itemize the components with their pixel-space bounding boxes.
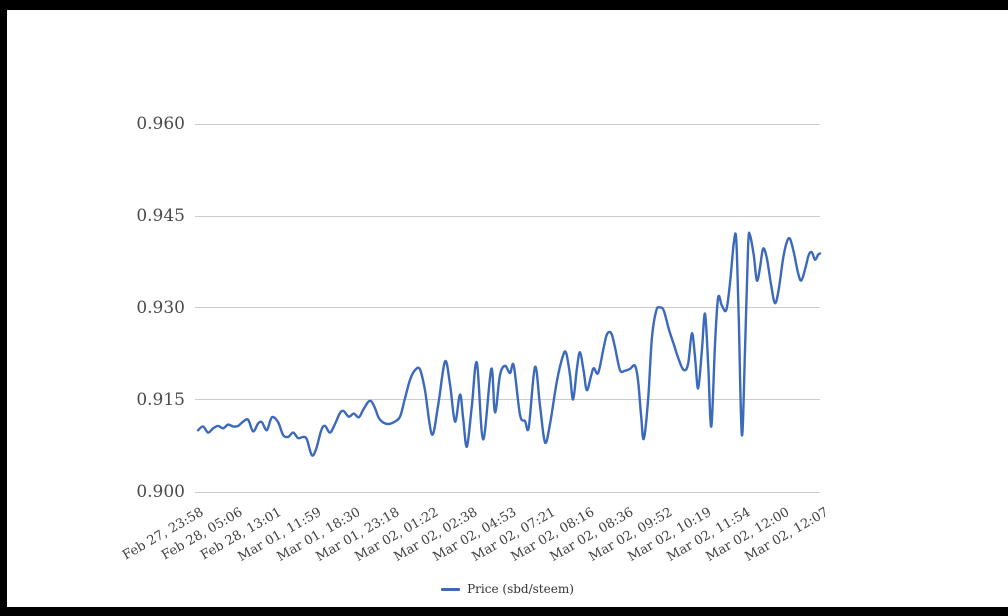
frame-top-bar <box>0 0 1008 10</box>
legend: Price (sbd/steem) <box>195 581 820 597</box>
y-tick-label: 0.930 <box>136 297 185 318</box>
legend-line-swatch <box>441 587 461 591</box>
y-tick-label: 0.945 <box>136 205 185 226</box>
price-line-series <box>196 231 822 457</box>
y-tick-label: 0.900 <box>136 481 185 502</box>
legend-label: Price (sbd/steem) <box>467 582 574 596</box>
frame-left-bar <box>0 0 7 616</box>
y-tick-label: 0.915 <box>136 389 185 410</box>
y-tick-label: 0.960 <box>136 113 185 134</box>
frame-bottom-bar <box>0 607 1008 616</box>
